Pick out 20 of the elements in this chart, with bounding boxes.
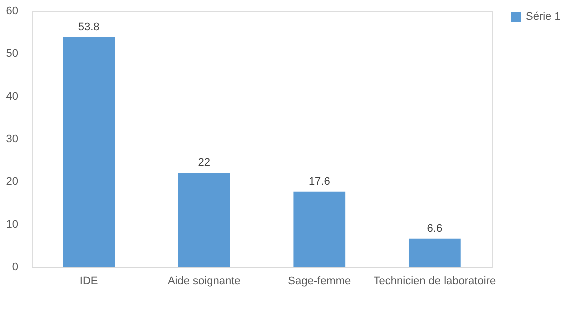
y-tick-label: 50: [6, 48, 18, 60]
y-tick-label: 20: [6, 176, 18, 188]
y-tick-label: 30: [6, 134, 18, 146]
data-label: 53.8: [78, 21, 100, 34]
y-tick-label: 40: [6, 90, 18, 103]
data-label: 17.6: [308, 176, 330, 188]
data-label: 22: [198, 157, 210, 170]
y-tick-label: 0: [12, 262, 18, 274]
x-tick-label: Aide soignante: [168, 276, 241, 288]
x-tick-label: IDE: [80, 276, 98, 288]
bar: [294, 192, 346, 267]
x-tick-label: Technicien de laboratoire: [374, 276, 496, 288]
bar: [178, 173, 230, 267]
bar: [63, 37, 116, 267]
x-tick-label: Sage-femme: [288, 276, 352, 288]
legend-label: Série 1: [526, 11, 561, 23]
y-tick-label: 60: [6, 6, 18, 18]
data-label: 6.6: [427, 222, 443, 235]
y-tick-label: 10: [6, 218, 18, 231]
bar: [408, 238, 461, 267]
